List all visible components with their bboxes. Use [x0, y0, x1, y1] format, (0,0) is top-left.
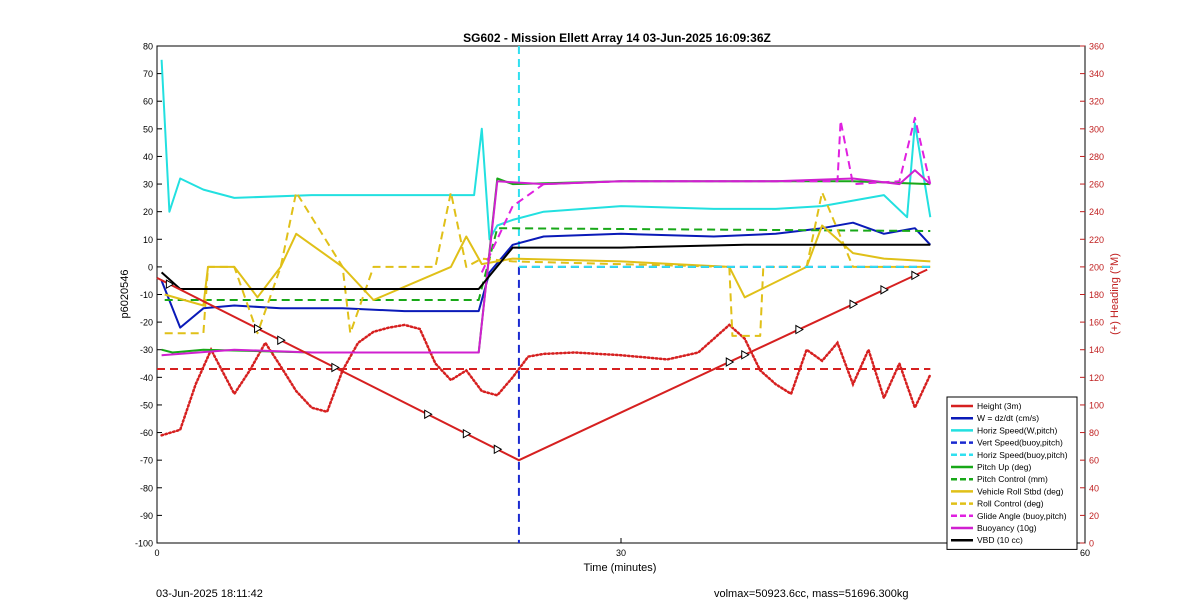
y-tick-label: 10: [143, 235, 153, 245]
y-tick-label: 0: [148, 262, 153, 272]
y2-tick-label: 300: [1089, 124, 1104, 134]
y-tick-label: -100: [135, 539, 153, 549]
y-tick-label: -20: [140, 318, 153, 328]
height-marker: [424, 409, 433, 420]
legend-label: Vehicle Roll Stbd (deg): [977, 486, 1064, 496]
y-tick-label: -10: [140, 290, 153, 300]
legend-label: Horiz Speed(W,pitch): [977, 425, 1057, 435]
y2-tick-label: 0: [1089, 539, 1094, 549]
y-tick-label: 40: [143, 152, 153, 162]
legend-box: [946, 396, 1078, 550]
legend: Height (3m) W = dz/dt (cm/s) Horiz Speed(W…: [946, 396, 1078, 550]
y2-tick-label: 40: [1089, 483, 1099, 493]
height-marker: [165, 279, 175, 290]
legend-label: VBD (10 cc): [977, 535, 1023, 545]
y2-tick-label: 320: [1089, 97, 1104, 107]
footer-timestamp: 03-Jun-2025 18:11:42: [156, 588, 263, 600]
y2-tick-label: 360: [1089, 42, 1104, 52]
legend-label: Pitch Control (mm): [977, 474, 1048, 484]
legend-label: Buoyancy (10g): [977, 523, 1037, 533]
height-marker: [462, 428, 472, 439]
height-marker: [849, 299, 859, 310]
legend-label: Roll Control (deg): [977, 499, 1044, 509]
series-line-7: [164, 224, 931, 307]
y-tick-label: 20: [143, 207, 153, 217]
y-tick-label: 60: [143, 97, 153, 107]
y-tick-label: 80: [143, 42, 153, 52]
y2-tick-label: 120: [1089, 373, 1104, 383]
plot-frame: [156, 45, 1086, 544]
y2-tick-label: 140: [1089, 345, 1104, 355]
y2-tick-label: 60: [1089, 456, 1099, 466]
height-marker: [880, 284, 889, 295]
legend-label: Vert Speed(buoy,pitch): [977, 438, 1063, 448]
y2-tick-label: 240: [1089, 207, 1104, 217]
y2-axis-label: (+) Heading (°M): [1109, 253, 1121, 335]
height-marker: [741, 349, 750, 360]
y2-tick-label: 280: [1089, 152, 1104, 162]
series-line-10: [161, 169, 931, 357]
height-marker: [277, 335, 286, 346]
legend-label: Height (3m): [977, 401, 1022, 411]
y2-tick-label: 20: [1089, 511, 1099, 521]
legend-label: Glide Angle (buoy,pitch): [977, 511, 1067, 521]
y-tick-label: 30: [143, 180, 153, 190]
x-tick-label: 30: [616, 548, 626, 558]
x-axis-label: Time (minutes): [584, 562, 657, 574]
y-tick-label: -80: [140, 483, 153, 493]
y2-tick-label: 260: [1089, 180, 1104, 190]
series-line-9: [480, 116, 932, 273]
heading-trace: [160, 323, 932, 437]
y-tick-label: 50: [143, 124, 153, 134]
y-tick-label: -30: [140, 345, 153, 355]
y-tick-label: -60: [140, 428, 153, 438]
y2-tick-label: 220: [1089, 235, 1104, 245]
y2-tick-label: 340: [1089, 69, 1104, 79]
y2-tick-label: 80: [1089, 428, 1099, 438]
y-tick-label: -40: [140, 373, 153, 383]
y-axis-label: p6020546: [119, 270, 131, 319]
height-marker: [331, 362, 340, 373]
y-tick-label: 70: [143, 69, 153, 79]
footer-info: volmax=50923.6cc, mass=51696.300kg: [714, 588, 909, 600]
height-marker: [254, 323, 263, 334]
x-tick-label: 60: [1080, 548, 1090, 558]
y2-tick-label: 160: [1089, 318, 1104, 328]
legend-label: Horiz Speed(buoy,pitch): [977, 450, 1068, 460]
height-marker: [911, 270, 920, 281]
height-marker: [493, 444, 503, 455]
y2-tick-label: 200: [1089, 262, 1104, 272]
height-marker: [795, 324, 804, 335]
chart-title: SG602 - Mission Ellett Array 14 03-Jun-2…: [463, 31, 771, 45]
series-line-1: [160, 221, 932, 329]
height-marker: [725, 357, 735, 367]
legend-label: Pitch Up (deg): [977, 462, 1031, 472]
y-tick-label: -70: [140, 456, 153, 466]
y-tick-label: -90: [140, 511, 153, 521]
y2-tick-label: 180: [1089, 290, 1104, 300]
x-tick-label: 0: [154, 548, 159, 558]
legend-label: W = dz/dt (cm/s): [977, 413, 1039, 423]
y2-tick-label: 100: [1089, 400, 1104, 410]
plot-area: -100-90-80-70-60-50-40-30-20-10010203040…: [135, 42, 1104, 559]
y-tick-label: -50: [140, 400, 153, 410]
